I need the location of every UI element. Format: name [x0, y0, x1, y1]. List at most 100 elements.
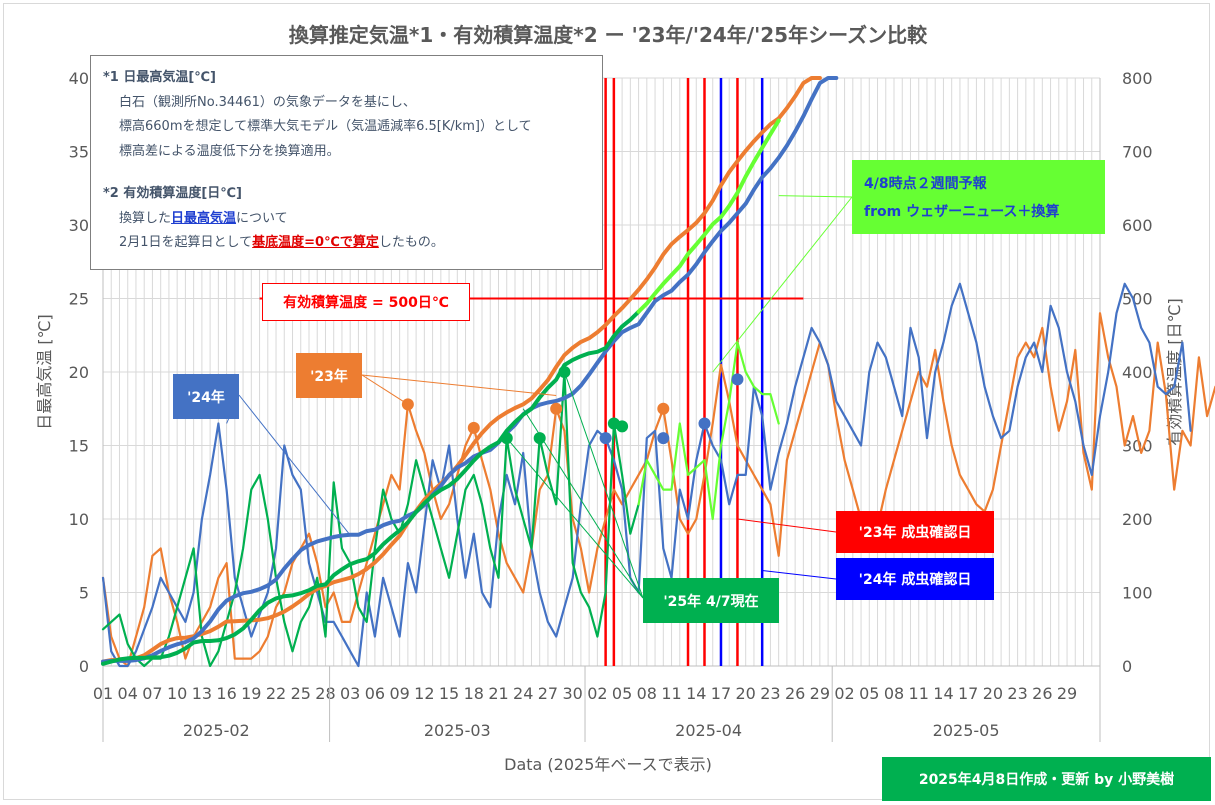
note-2-heading: *2 有効積算温度[日℃]	[103, 186, 242, 201]
note-1-line-1: 白石（観測所No.34461）の気象データを基にし、	[119, 94, 416, 110]
y-right-axis-title: 有効積算温度 [日℃]	[1165, 298, 1184, 446]
y-right-tick-label: 600	[1122, 216, 1153, 235]
x-tick-label: 06	[365, 684, 385, 703]
forecast-temperature-line	[637, 341, 780, 521]
callout-23-leader	[361, 374, 409, 405]
note-1-line-3: 標高差による温度低下分を換算適用。	[119, 143, 340, 159]
x-tick-label: 23	[760, 684, 780, 703]
y-left-tick-label: 30	[69, 216, 89, 235]
y-right-tick-label: 700	[1122, 143, 1153, 162]
y-left-tick-label: 20	[69, 363, 89, 382]
x-tick-label: 13	[192, 684, 212, 703]
y-left-tick-label: 40	[69, 69, 89, 88]
forecast-label-line-1: 4/8時点２週間予報	[864, 176, 987, 192]
y-right-tick-label: 800	[1122, 69, 1153, 88]
x-tick-label: 19	[241, 684, 261, 703]
series-23-label: '23年	[296, 353, 362, 398]
x-tick-label: 03	[340, 684, 360, 703]
x-tick-label: 30	[562, 684, 582, 703]
note-2-line-1-a: 換算した	[119, 210, 172, 226]
credit-badge: 2025年4月8日作成・更新 by 小野美樹	[882, 757, 1211, 801]
threshold-label: 有効積算温度 = 500日℃	[262, 283, 470, 321]
x-tick-label: 27	[538, 684, 558, 703]
x-tick-label: 29	[1057, 684, 1077, 703]
y-left-tick-label: 0	[79, 657, 89, 676]
marker-point	[467, 421, 480, 434]
x-tick-label: 04	[118, 684, 138, 703]
x-tick-label: 02	[834, 684, 854, 703]
x-tick-label: 11	[909, 684, 929, 703]
note-2-line-2: 2月1日を起算日として基底温度=0℃で算定したもの。	[103, 231, 602, 256]
x-tick-label: 14	[686, 684, 706, 703]
month-label: 2025-05	[933, 721, 1000, 740]
forecast-cumulative-line	[636, 118, 781, 314]
x-tick-label: 14	[933, 684, 953, 703]
x-tick-label: 17	[711, 684, 731, 703]
note-1-line-2: 標高660mを想定して標準大気モデル（気温逓減率6.5[K/km]）として	[119, 119, 532, 134]
x-tick-label: 26	[785, 684, 805, 703]
marker-point	[657, 432, 670, 445]
x-tick-label: 05	[859, 684, 879, 703]
series-25-cumulative-line	[101, 309, 641, 666]
x-tick-label: 02	[587, 684, 607, 703]
y-right-tick-label: 0	[1122, 657, 1132, 676]
callout-forecast-leader	[778, 195, 853, 198]
month-label: 2025-04	[675, 721, 742, 740]
x-tick-label: 21	[488, 684, 508, 703]
callout-forecast-leader	[712, 196, 853, 373]
month-label: 2025-03	[424, 721, 491, 740]
series-24-cumulative-line	[101, 76, 839, 664]
x-tick-label: 08	[637, 684, 657, 703]
y-right-tick-label: 100	[1122, 584, 1153, 603]
x-tick-label: 29	[810, 684, 830, 703]
x-tick-label: 28	[315, 684, 335, 703]
x-tick-label: 22	[266, 684, 286, 703]
marker-point	[599, 432, 612, 445]
callout-23-leader	[361, 374, 557, 397]
x-axis-title: Data (2025年ベースで表示)	[504, 755, 712, 774]
forecast-label-line-2: from ウェザーニュース＋換算	[864, 204, 1060, 220]
callout-24-leader	[238, 394, 351, 536]
notes-box: *1 日最高気温[℃] 白石（観測所No.34461）の気象データを基にし、 標…	[90, 55, 603, 270]
chart-title: 換算推定気温*1・有効積算温度*2 ー '23年/'24年/'25年シーズン比較	[289, 23, 928, 47]
x-tick-label: 25	[291, 684, 311, 703]
callout-e24-leader	[762, 569, 837, 580]
series-23-cumulative-line	[101, 76, 822, 664]
marker-point	[550, 402, 563, 415]
note-2-line-2-a: 2月1日を起算日として	[119, 235, 253, 250]
y-left-tick-label: 10	[69, 510, 89, 529]
x-tick-label: 12	[414, 684, 434, 703]
x-tick-label: 10	[167, 684, 187, 703]
x-tick-label: 15	[439, 684, 459, 703]
series-25-temperature-line	[101, 370, 640, 668]
marker-point	[657, 402, 670, 415]
note-2-line-2-c: したもの。	[378, 235, 444, 250]
x-tick-label: 17	[958, 684, 978, 703]
y-left-tick-label: 35	[69, 143, 89, 162]
marker-point	[731, 373, 744, 386]
callout-25-leader	[522, 408, 644, 599]
emergence-23-label: '23年 成虫確認日	[836, 511, 994, 553]
marker-point	[616, 420, 629, 433]
note-2-line-2-b: 基底温度=0℃で算定	[252, 235, 379, 250]
x-tick-label: 20	[983, 684, 1003, 703]
x-tick-label: 26	[1032, 684, 1052, 703]
note-2-line-1-c: について	[236, 210, 288, 226]
callout-25-leader	[563, 371, 644, 599]
x-tick-label: 23	[1007, 684, 1027, 703]
series-24-temperature-line	[101, 282, 1192, 668]
y-right-tick-label: 200	[1122, 510, 1153, 529]
x-tick-label: 11	[661, 684, 681, 703]
y-right-tick-label: 400	[1122, 363, 1153, 382]
series-24-label: '24年	[173, 374, 239, 419]
series-25-label: '25年 4/7現在	[643, 578, 779, 623]
y-left-tick-label: 5	[79, 584, 89, 603]
note-2-line-1-b: 日最高気温	[171, 210, 237, 226]
x-tick-label: 16	[216, 684, 236, 703]
x-tick-label: 20	[736, 684, 756, 703]
callout-e23-leader	[737, 518, 837, 533]
marker-point	[533, 432, 546, 445]
emergence-24-label: '24年 成虫確認日	[836, 558, 994, 600]
x-tick-label: 18	[464, 684, 484, 703]
callout-25-leader	[506, 437, 644, 599]
